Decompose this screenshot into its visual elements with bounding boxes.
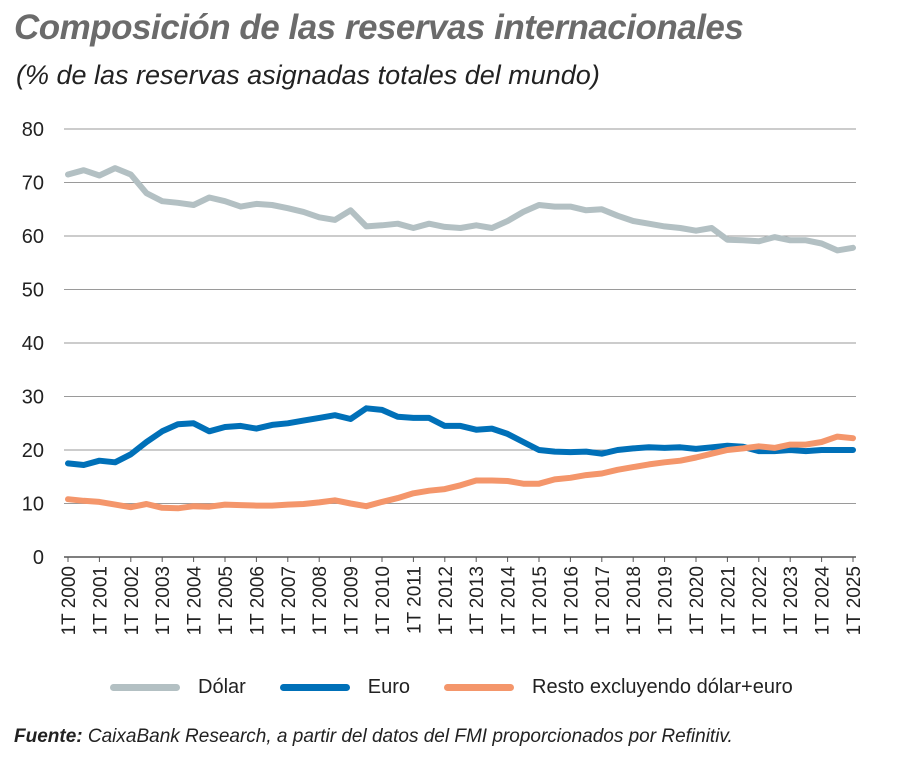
y-tick-label: 0 [33, 547, 44, 569]
x-tick-label: 1T 2018 [624, 566, 645, 635]
y-tick-label: 40 [22, 333, 44, 355]
x-ticks: 1T 2000 1T 2001 1T 2002 1T 2003 1T 2004 1T 20… [59, 557, 865, 635]
x-tick-label: 1T 2001 [90, 566, 111, 635]
x-tick-label: 1T 2019 [656, 566, 677, 635]
legend-label: Resto excluyendo dólar+euro [532, 676, 793, 698]
x-tick-label: 1T 2004 [185, 566, 206, 636]
x-tick-label: 1T 2016 [561, 566, 582, 635]
source-note: Fuente: CaixaBank Research, a partir del… [14, 726, 733, 748]
x-tick-label: 1T 2008 [310, 566, 331, 635]
y-tick-label: 10 [22, 494, 44, 516]
x-tick-label: 1T 2006 [247, 566, 268, 635]
x-tick-label: 1T 2021 [718, 566, 739, 635]
x-tick-label: 1T 2017 [593, 566, 614, 635]
legend-label: Dólar [198, 676, 246, 698]
x-tick-label: 1T 2010 [373, 566, 394, 635]
legend-item-dolar: Dólar [110, 676, 246, 699]
x-tick-label: 1T 2024 [813, 566, 834, 636]
x-tick-label: 1T 2022 [750, 566, 771, 635]
x-tick-label: 1T 2025 [844, 566, 865, 635]
x-tick-label: 1T 2013 [467, 566, 488, 635]
y-tick-label: 50 [22, 280, 44, 302]
legend-label: Euro [367, 676, 411, 698]
x-tick-label: 1T 2000 [59, 566, 80, 635]
series-line-Euro [65, 405, 856, 468]
x-tick-label: 1T 2014 [499, 566, 520, 636]
y-tick-label: 70 [22, 173, 44, 195]
x-tick-label: 1T 2007 [279, 566, 300, 635]
legend-item-resto: Resto excluyendo dólar+euro [444, 676, 793, 699]
y-tick-label: 20 [22, 440, 44, 462]
y-tick-label: 30 [22, 387, 44, 409]
chart-subtitle: (% de las reservas asignadas totales del… [16, 60, 600, 90]
x-tick-label: 1T 2023 [781, 566, 802, 635]
chart-title: Composición de las reservas internaciona… [14, 8, 744, 47]
series-line-Dólar [65, 165, 856, 254]
x-tick-label: 1T 2011 [404, 566, 425, 634]
x-tick-label: 1T 2015 [530, 566, 551, 635]
x-tick-label: 1T 2012 [436, 566, 457, 635]
legend: Dólar Euro Resto excluyendo dólar+euro [110, 676, 827, 699]
x-tick-label: 1T 2009 [342, 566, 363, 635]
grid [64, 128, 856, 558]
y-ticks: 0 10 20 30 40 50 60 70 80 [22, 119, 44, 569]
x-tick-label: 1T 2003 [153, 566, 174, 635]
x-tick-label: 1T 2002 [122, 566, 143, 635]
source-label: Fuente: [14, 726, 83, 747]
x-tick-label: 1T 2020 [687, 566, 708, 635]
legend-swatch [110, 684, 180, 691]
x-tick-label: 1T 2005 [216, 566, 237, 635]
series-lines [65, 165, 856, 512]
legend-swatch [444, 684, 515, 691]
series-line-Resto excluyendo dólar+euro [65, 433, 856, 512]
y-tick-label: 60 [22, 226, 44, 248]
y-tick-label: 80 [22, 119, 44, 141]
legend-swatch [279, 684, 350, 691]
legend-item-euro: Euro [279, 676, 411, 699]
source-text: CaixaBank Research, a partir del datos d… [82, 726, 733, 747]
